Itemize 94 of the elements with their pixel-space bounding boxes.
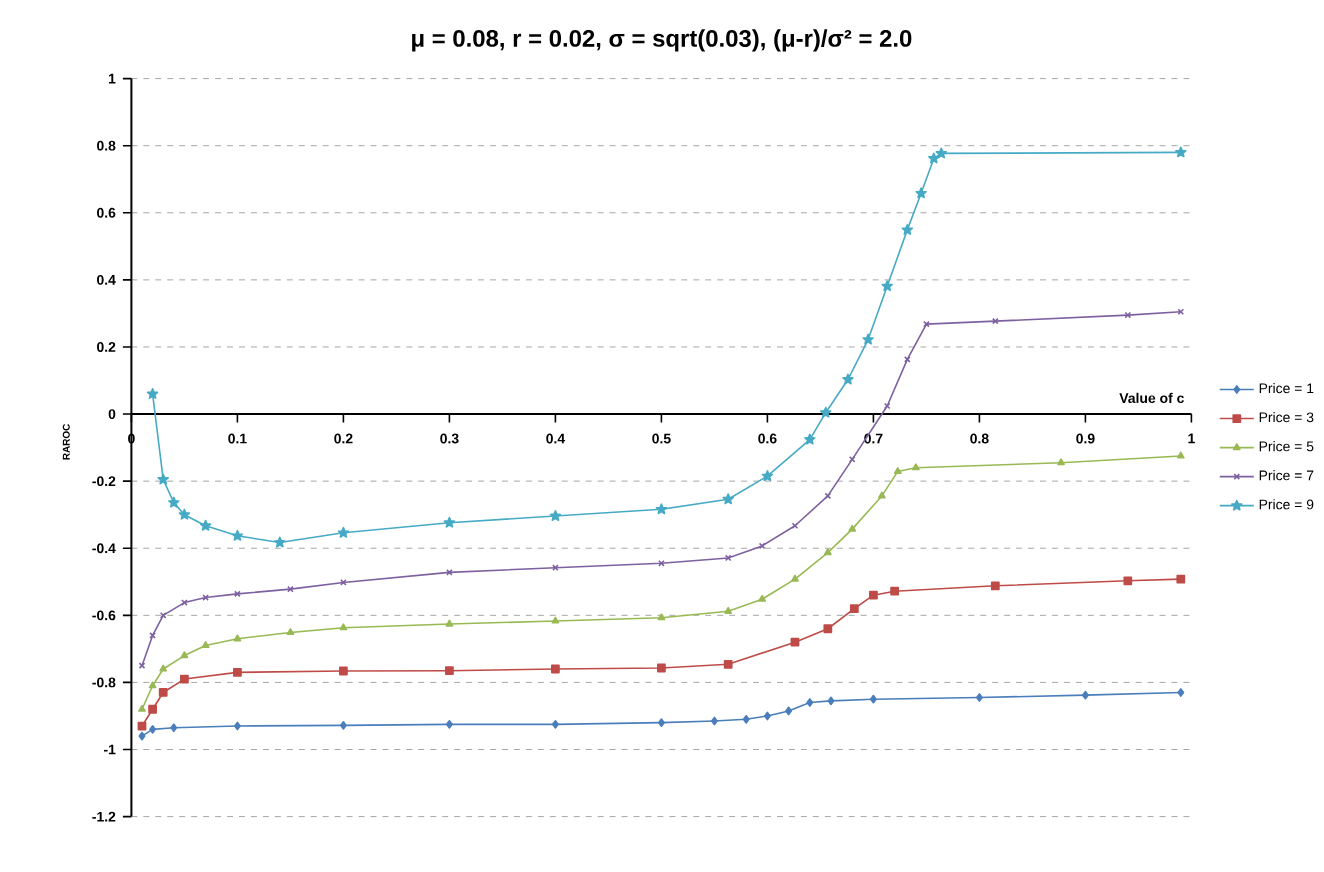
- point: [791, 574, 799, 582]
- point: [1057, 458, 1065, 466]
- point: [233, 667, 242, 677]
- point: [862, 333, 874, 345]
- point: [551, 616, 560, 624]
- point: [1124, 311, 1132, 319]
- point: [911, 463, 920, 471]
- point: [445, 619, 454, 627]
- point: [551, 664, 560, 674]
- point: [159, 611, 167, 619]
- point: [890, 586, 899, 596]
- point: [763, 711, 771, 721]
- point: [231, 529, 244, 541]
- point: [904, 356, 911, 363]
- point: [233, 721, 241, 731]
- point: [170, 723, 178, 733]
- point: [724, 554, 732, 562]
- point: [824, 492, 832, 500]
- point: [657, 613, 666, 621]
- point: [785, 706, 793, 716]
- point: [168, 496, 180, 508]
- point: [549, 510, 562, 522]
- point: [178, 508, 191, 520]
- point: [758, 542, 766, 550]
- point: [340, 579, 347, 586]
- point: [181, 599, 188, 606]
- point: [804, 433, 816, 445]
- point: [790, 637, 800, 647]
- point: [823, 624, 833, 634]
- point: [657, 718, 665, 728]
- point: [722, 493, 734, 505]
- point: [337, 526, 350, 538]
- point: [146, 387, 159, 399]
- point: [138, 731, 146, 741]
- point: [842, 373, 854, 385]
- point: [339, 623, 348, 631]
- point: [445, 719, 453, 729]
- point: [339, 720, 347, 730]
- point: [655, 503, 668, 515]
- point: [658, 560, 665, 567]
- point: [443, 516, 456, 528]
- point: [159, 664, 168, 672]
- point: [990, 581, 1000, 591]
- point: [657, 663, 666, 673]
- point: [1176, 574, 1186, 584]
- point: [915, 187, 927, 199]
- point: [446, 569, 453, 576]
- point: [149, 725, 157, 734]
- point: [823, 548, 832, 556]
- point: [199, 519, 212, 531]
- point: [869, 590, 878, 600]
- point: [758, 594, 767, 602]
- chart-title: μ = 0.08, r = 0.02, σ = sqrt(0.03), (μ-r)/σ² = 2.0: [412, 29, 912, 52]
- point: [819, 406, 832, 418]
- point: [710, 716, 718, 726]
- point: [180, 651, 189, 659]
- point: [1175, 146, 1187, 158]
- point: [233, 634, 242, 642]
- point: [877, 491, 886, 499]
- point: [1177, 688, 1185, 697]
- point: [848, 524, 857, 532]
- point: [1123, 576, 1133, 586]
- point: [138, 704, 146, 712]
- point: [928, 152, 940, 164]
- point: [551, 719, 559, 729]
- point: [445, 666, 454, 676]
- point: [1176, 451, 1185, 459]
- point: [148, 681, 157, 689]
- point: [827, 696, 835, 706]
- point: [339, 666, 348, 676]
- point: [723, 659, 733, 669]
- point: [742, 714, 750, 724]
- point: [806, 698, 814, 707]
- point: [149, 632, 156, 639]
- point: [869, 694, 877, 704]
- point: [158, 688, 168, 697]
- point: [881, 280, 893, 292]
- point: [724, 606, 733, 614]
- point: [893, 467, 902, 475]
- point: [202, 594, 209, 601]
- point: [849, 604, 859, 613]
- point: [975, 693, 983, 702]
- point: [180, 674, 189, 684]
- point: [1081, 690, 1089, 700]
- point: [148, 704, 157, 714]
- point: [901, 223, 914, 235]
- point: [552, 564, 559, 572]
- point: [157, 473, 169, 485]
- point: [761, 470, 774, 482]
- point: [286, 628, 295, 636]
- point: [935, 147, 947, 159]
- point: [848, 456, 856, 463]
- point: [274, 536, 286, 548]
- point: [201, 641, 210, 649]
